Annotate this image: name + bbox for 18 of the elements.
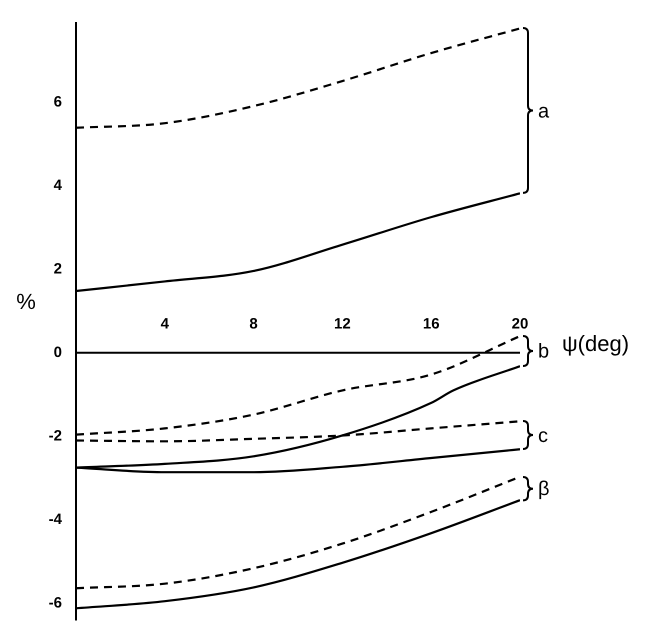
y-tick-label: -6 — [48, 594, 62, 612]
text: c — [538, 424, 548, 447]
x-tick-label: 16 — [422, 315, 440, 332]
x-tick-label: 8 — [249, 315, 258, 332]
y-tick-label: -4 — [48, 510, 63, 528]
y-axis-title: % — [16, 288, 36, 314]
x-axis-title: ψ(deg) — [562, 330, 630, 356]
y-tick-label: 2 — [54, 260, 62, 278]
y-tick-label: 0 — [54, 344, 62, 361]
x-tick-label: 4 — [160, 315, 170, 332]
text: a — [538, 100, 550, 122]
x-tick-label: 20 — [512, 315, 528, 332]
text: β — [538, 478, 550, 500]
text: b — [538, 340, 550, 363]
x-tick-label: 12 — [334, 315, 351, 332]
y-tick-label: -2 — [48, 427, 62, 444]
y-tick-label: 6 — [54, 93, 62, 110]
y-tick-label: 4 — [54, 176, 63, 194]
